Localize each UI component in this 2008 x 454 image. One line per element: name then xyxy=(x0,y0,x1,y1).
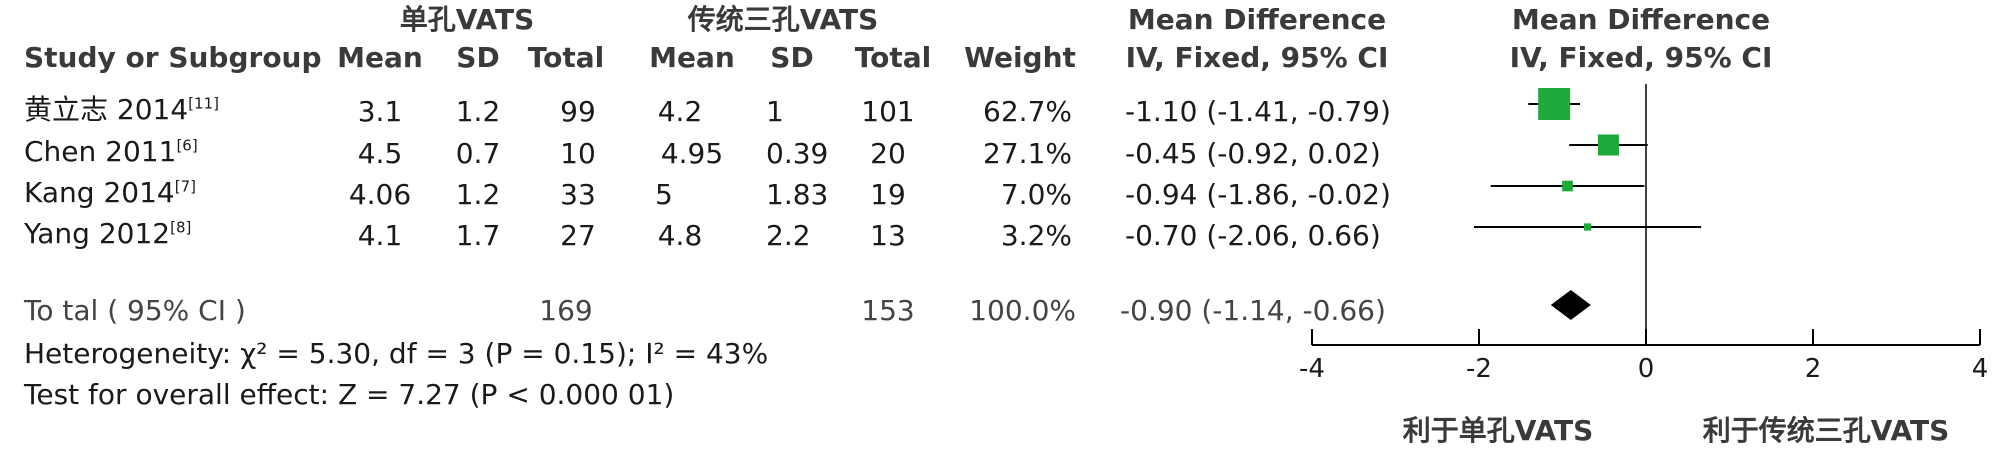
total-c-total: 153 xyxy=(861,294,915,327)
column-c-total: Total xyxy=(854,41,932,74)
c-total: 13 xyxy=(870,219,906,252)
e-total: 33 xyxy=(560,178,596,211)
study-marker xyxy=(1583,223,1592,231)
study-name: Chen 2011[6] xyxy=(24,135,198,168)
weight: 62.7% xyxy=(983,95,1072,128)
study-ref: [6] xyxy=(176,136,198,155)
e-sd: 0.7 xyxy=(455,137,501,170)
x-tick-label: -2 xyxy=(1466,354,1492,384)
weight: 3.2% xyxy=(1000,219,1072,252)
e-mean: 4.1 xyxy=(357,219,403,252)
weight: 7.0% xyxy=(1000,178,1072,211)
total-e-total: 169 xyxy=(539,294,593,327)
ci-text: -0.94 (-1.86, -0.02) xyxy=(1125,178,1391,211)
ci-text: -0.70 (-2.06, 0.66) xyxy=(1125,219,1381,252)
plot-title: Mean Difference xyxy=(1511,3,1771,36)
c-mean: 4.95 xyxy=(660,137,724,170)
column-c-sd: SD xyxy=(770,41,814,74)
c-total: 101 xyxy=(861,95,915,128)
c-sd: 1.83 xyxy=(766,178,829,211)
c-sd: 1 xyxy=(766,95,784,128)
c-mean: 5 xyxy=(655,178,673,211)
study-marker xyxy=(1562,180,1573,192)
study-ref: [8] xyxy=(170,218,192,237)
x-tick-label: 4 xyxy=(1972,354,1989,384)
e-mean: 3.1 xyxy=(357,95,403,128)
favours-left: 利于单孔VATS xyxy=(1402,414,1594,447)
column-c-mean: Mean xyxy=(649,41,735,74)
e-sd: 1.7 xyxy=(455,219,501,252)
total-ci-text: -0.90 (-1.14, -0.66) xyxy=(1120,294,1386,327)
e-total: 99 xyxy=(560,95,596,128)
study-marker xyxy=(1538,88,1571,120)
column-e-total: Total xyxy=(527,41,605,74)
ci-text: -0.45 (-0.92, 0.02) xyxy=(1125,137,1381,170)
e-sd: 1.2 xyxy=(455,95,501,128)
control-group-header: 传统三孔VATS xyxy=(687,3,879,36)
c-mean: 4.8 xyxy=(657,219,703,252)
pooled-diamond xyxy=(1550,290,1591,320)
favours-right: 利于传统三孔VATS xyxy=(1702,414,1950,447)
study-marker xyxy=(1597,134,1619,156)
experimental-group-header: 单孔VATS xyxy=(399,3,535,36)
c-mean: 4.2 xyxy=(657,95,703,128)
x-tick-label: 0 xyxy=(1638,354,1655,384)
overall-effect-text: Test for overall effect: Z = 7.27 (P < 0… xyxy=(24,378,675,411)
column-weight: Weight xyxy=(964,41,1076,74)
weight: 27.1% xyxy=(983,137,1072,170)
e-total: 10 xyxy=(560,137,596,170)
e-sd: 1.2 xyxy=(455,178,501,211)
column-study: Study or Subgroup xyxy=(24,41,322,74)
total-label: To tal ( 95% CI ) xyxy=(24,294,246,327)
study-name: 黄立志 2014[11] xyxy=(24,93,219,126)
ci-text: -1.10 (-1.41, -0.79) xyxy=(1125,95,1391,128)
e-total: 27 xyxy=(560,219,596,252)
effect-title: Mean Difference xyxy=(1127,3,1387,36)
c-total: 20 xyxy=(870,137,906,170)
e-mean: 4.06 xyxy=(348,178,412,211)
e-mean: 4.5 xyxy=(357,137,403,170)
c-sd: 2.2 xyxy=(766,219,811,252)
study-ref: [11] xyxy=(188,94,219,113)
column-effect: IV, Fixed, 95% CI xyxy=(1125,41,1389,74)
x-tick-label: -4 xyxy=(1299,354,1325,384)
x-tick-label: 2 xyxy=(1805,354,1822,384)
total-weight: 100.0% xyxy=(969,294,1076,327)
column-e-mean: Mean xyxy=(337,41,423,74)
c-sd: 0.39 xyxy=(766,137,829,170)
column-plot-effect: IV, Fixed, 95% CI xyxy=(1509,41,1773,74)
study-ref: [7] xyxy=(174,177,196,196)
heterogeneity-text: Heterogeneity: χ² = 5.30, df = 3 (P = 0.… xyxy=(24,337,769,370)
c-total: 19 xyxy=(870,178,906,211)
study-name: Yang 2012[8] xyxy=(24,217,192,250)
column-e-sd: SD xyxy=(456,41,500,74)
study-name: Kang 2014[7] xyxy=(24,176,196,209)
